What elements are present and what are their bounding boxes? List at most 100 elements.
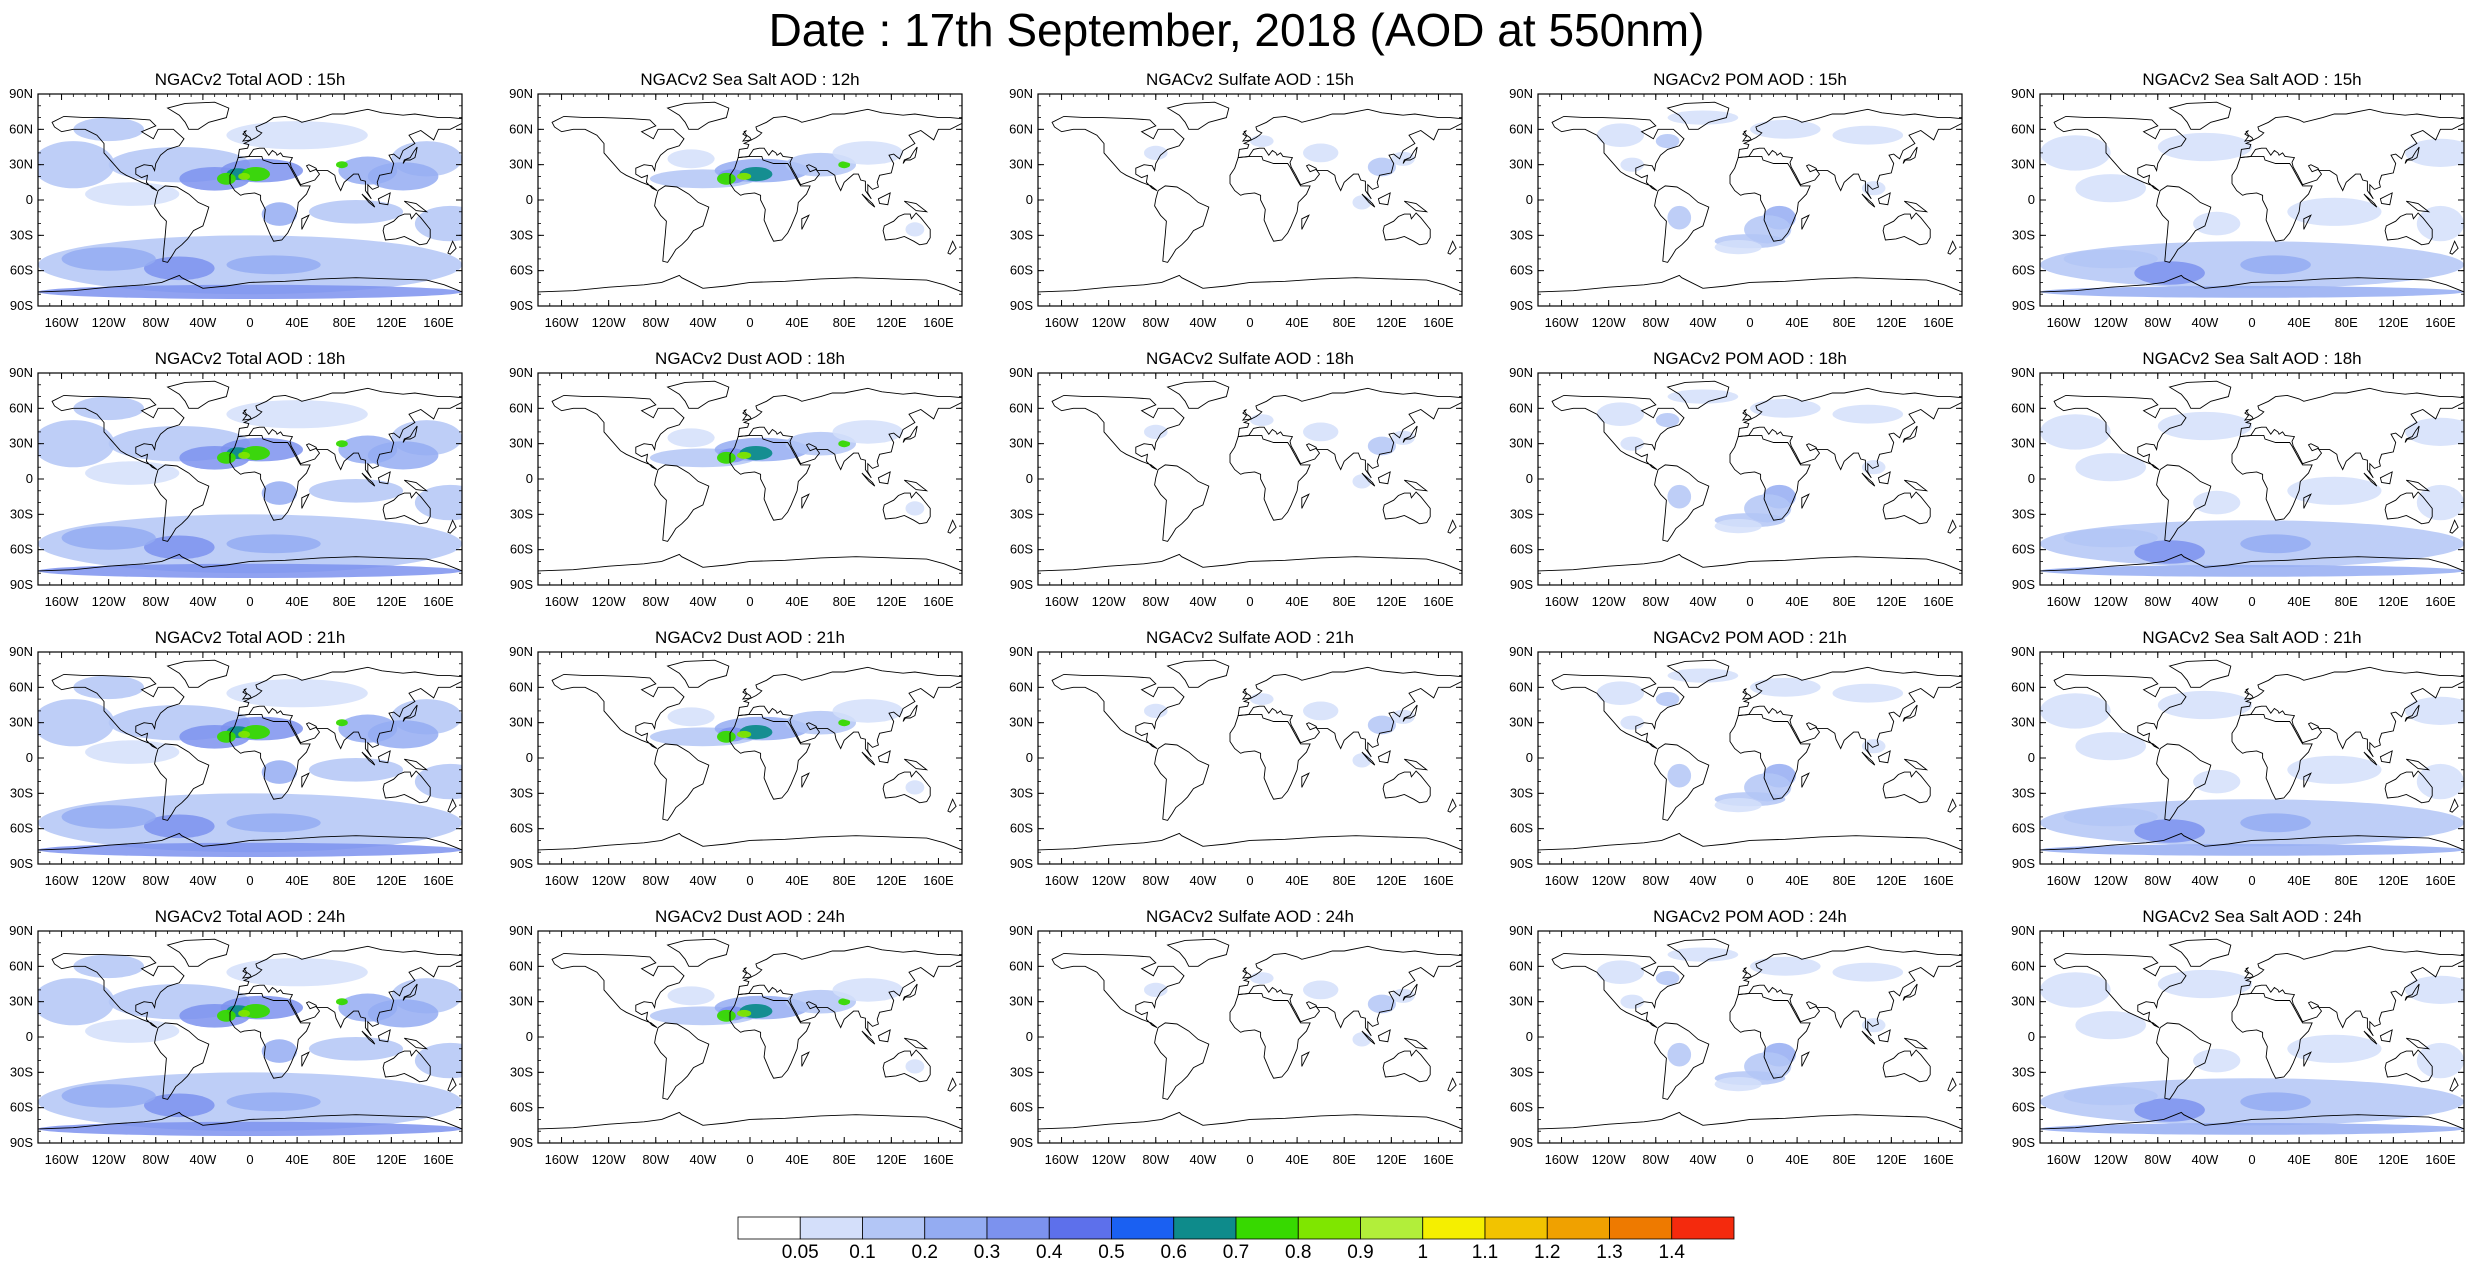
aod-contour bbox=[2157, 969, 2252, 999]
lat-tick-label: 90N bbox=[1009, 365, 1033, 380]
aod-contour bbox=[838, 440, 851, 448]
coastline bbox=[1166, 101, 1230, 130]
aod-contour bbox=[2063, 249, 2158, 269]
coastline bbox=[51, 394, 185, 471]
coastline bbox=[1551, 673, 1685, 750]
lon-tick-label: 120W bbox=[592, 315, 627, 330]
coastline bbox=[404, 200, 429, 213]
aod-contour bbox=[2040, 1123, 2464, 1135]
lon-tick-label: 160W bbox=[45, 873, 80, 888]
panel-title: NGACv2 Sulfate AOD : 15h bbox=[1146, 70, 1354, 89]
lon-tick-label: 160W bbox=[1045, 873, 1080, 888]
coastline bbox=[551, 394, 685, 471]
aod-contour bbox=[38, 978, 115, 1026]
coastline bbox=[2404, 146, 2420, 164]
lat-tick-label: 30S bbox=[1510, 785, 1533, 800]
aod-contour bbox=[737, 1009, 752, 1017]
aod-contour bbox=[832, 699, 904, 723]
coastline bbox=[2303, 214, 2312, 230]
lon-tick-label: 40W bbox=[2192, 315, 2219, 330]
lat-tick-label: 0 bbox=[2028, 1029, 2035, 1044]
lon-tick-label: 80E bbox=[1333, 315, 1356, 330]
lat-tick-label: 30N bbox=[9, 715, 33, 730]
coastline bbox=[237, 108, 462, 200]
lon-tick-label: 80E bbox=[1833, 594, 1856, 609]
aod-contour bbox=[1750, 119, 1821, 139]
lon-tick-label: 120W bbox=[2094, 594, 2129, 609]
coastline bbox=[1882, 491, 1931, 525]
lon-tick-label: 160E bbox=[1423, 1152, 1454, 1167]
coastline bbox=[2239, 945, 2464, 1037]
lat-tick-label: 90S bbox=[1510, 856, 1533, 871]
world-map: 90N 60N 30N 0 30S 60S 90S 160W 120W 80W 40W 0 40E 80E… bbox=[2011, 644, 2465, 888]
coastline bbox=[2406, 479, 2431, 492]
coastline bbox=[2231, 713, 2313, 800]
aod-contour bbox=[336, 440, 348, 448]
lon-tick-label: 120W bbox=[2094, 315, 2129, 330]
lon-tick-label: 120W bbox=[1592, 315, 1627, 330]
lon-tick-label: 40E bbox=[2288, 1152, 2311, 1167]
lon-tick-label: 80W bbox=[1142, 873, 1169, 888]
coastline bbox=[1538, 832, 1962, 851]
aod-contour bbox=[2416, 484, 2464, 521]
lat-tick-label: 0 bbox=[2028, 192, 2035, 207]
coastline bbox=[2040, 1111, 2464, 1130]
colorbar-legend: 0.05 0.1 0.2 0.3 0.4 0.5 0.6 0.7 0.8 0.9 1 1.1 1.2 1.… bbox=[737, 1216, 1735, 1263]
lat-tick-label: 90N bbox=[2011, 86, 2035, 101]
panel-title: NGACv2 Sea Salt AOD : 24h bbox=[2142, 907, 2362, 926]
aod-contour bbox=[1832, 125, 1904, 145]
coastline bbox=[666, 659, 730, 688]
lon-tick-label: 120E bbox=[2378, 873, 2409, 888]
aod-contour bbox=[1596, 681, 1644, 705]
lat-tick-label: 90S bbox=[1010, 577, 1033, 592]
lon-tick-label: 160W bbox=[545, 315, 580, 330]
coastline bbox=[1947, 1077, 1957, 1092]
lon-tick-label: 160W bbox=[1545, 1152, 1580, 1167]
lat-tick-label: 60N bbox=[1009, 121, 1033, 136]
lon-tick-label: 40W bbox=[2192, 594, 2219, 609]
colorbar-swatch bbox=[1609, 1216, 1673, 1240]
map-panel: NGACv2 POM AOD : 15h 90N 60N 30N 0 30S 60S 90S 1… bbox=[1509, 70, 2038, 348]
coastline bbox=[1666, 380, 1730, 409]
aod-contour bbox=[38, 420, 115, 468]
coastline bbox=[741, 688, 752, 700]
world-map: 90N 60N 30N 0 30S 60S 90S 160W 120W 80W 40W 0 40E 80E… bbox=[9, 86, 463, 330]
colorbar-label: 0.8 bbox=[1285, 1242, 1311, 1263]
coastline bbox=[447, 1077, 457, 1092]
aod-contour bbox=[1667, 1042, 1692, 1067]
colorbar-label: 0.05 bbox=[782, 1242, 819, 1263]
coastline bbox=[801, 214, 810, 230]
map-panel: NGACv2 Dust AOD : 24h 90N 60N 30N 0 30S 60S 90S… bbox=[509, 907, 1038, 1185]
aod-contour bbox=[1832, 962, 1904, 982]
aod-contour bbox=[308, 758, 404, 782]
coastline bbox=[1166, 659, 1230, 688]
world-map: 90N 60N 30N 0 30S 60S 90S 160W 120W 80W 40W 0 40E 80E… bbox=[9, 644, 463, 888]
coastline bbox=[904, 758, 929, 771]
lon-tick-label: 0 bbox=[246, 594, 253, 609]
colorbar-swatch bbox=[1422, 1216, 1486, 1240]
panel-title: NGACv2 Sea Salt AOD : 12h bbox=[640, 70, 860, 89]
lon-tick-label: 40E bbox=[286, 315, 309, 330]
coastline bbox=[741, 409, 752, 421]
coastline bbox=[51, 115, 185, 192]
lon-tick-label: 0 bbox=[246, 1152, 253, 1167]
lon-tick-label: 0 bbox=[2248, 594, 2255, 609]
lat-tick-label: 60N bbox=[9, 679, 33, 694]
lon-tick-label: 160E bbox=[423, 315, 454, 330]
aod-contour bbox=[226, 534, 321, 554]
world-map: 90N 60N 30N 0 30S 60S 90S 160W 120W 80W 40W 0 40E 80E… bbox=[2011, 365, 2465, 609]
coastline bbox=[1729, 713, 1811, 800]
lat-tick-label: 30N bbox=[509, 994, 533, 1009]
lat-tick-label: 0 bbox=[1026, 192, 1033, 207]
coastline bbox=[1241, 688, 1252, 700]
aod-contour bbox=[226, 813, 321, 833]
aod-contour bbox=[1144, 703, 1168, 718]
map-panel: NGACv2 Sulfate AOD : 18h 90N 60N 30N 0 30S 60S… bbox=[1009, 349, 1538, 627]
coastline bbox=[1729, 992, 1811, 1079]
lon-tick-label: 40E bbox=[286, 873, 309, 888]
coastline bbox=[1166, 380, 1230, 409]
coastline bbox=[2384, 1049, 2433, 1083]
aod-contour bbox=[73, 675, 144, 700]
coastline bbox=[1241, 130, 1252, 142]
aod-contour bbox=[2193, 490, 2241, 515]
